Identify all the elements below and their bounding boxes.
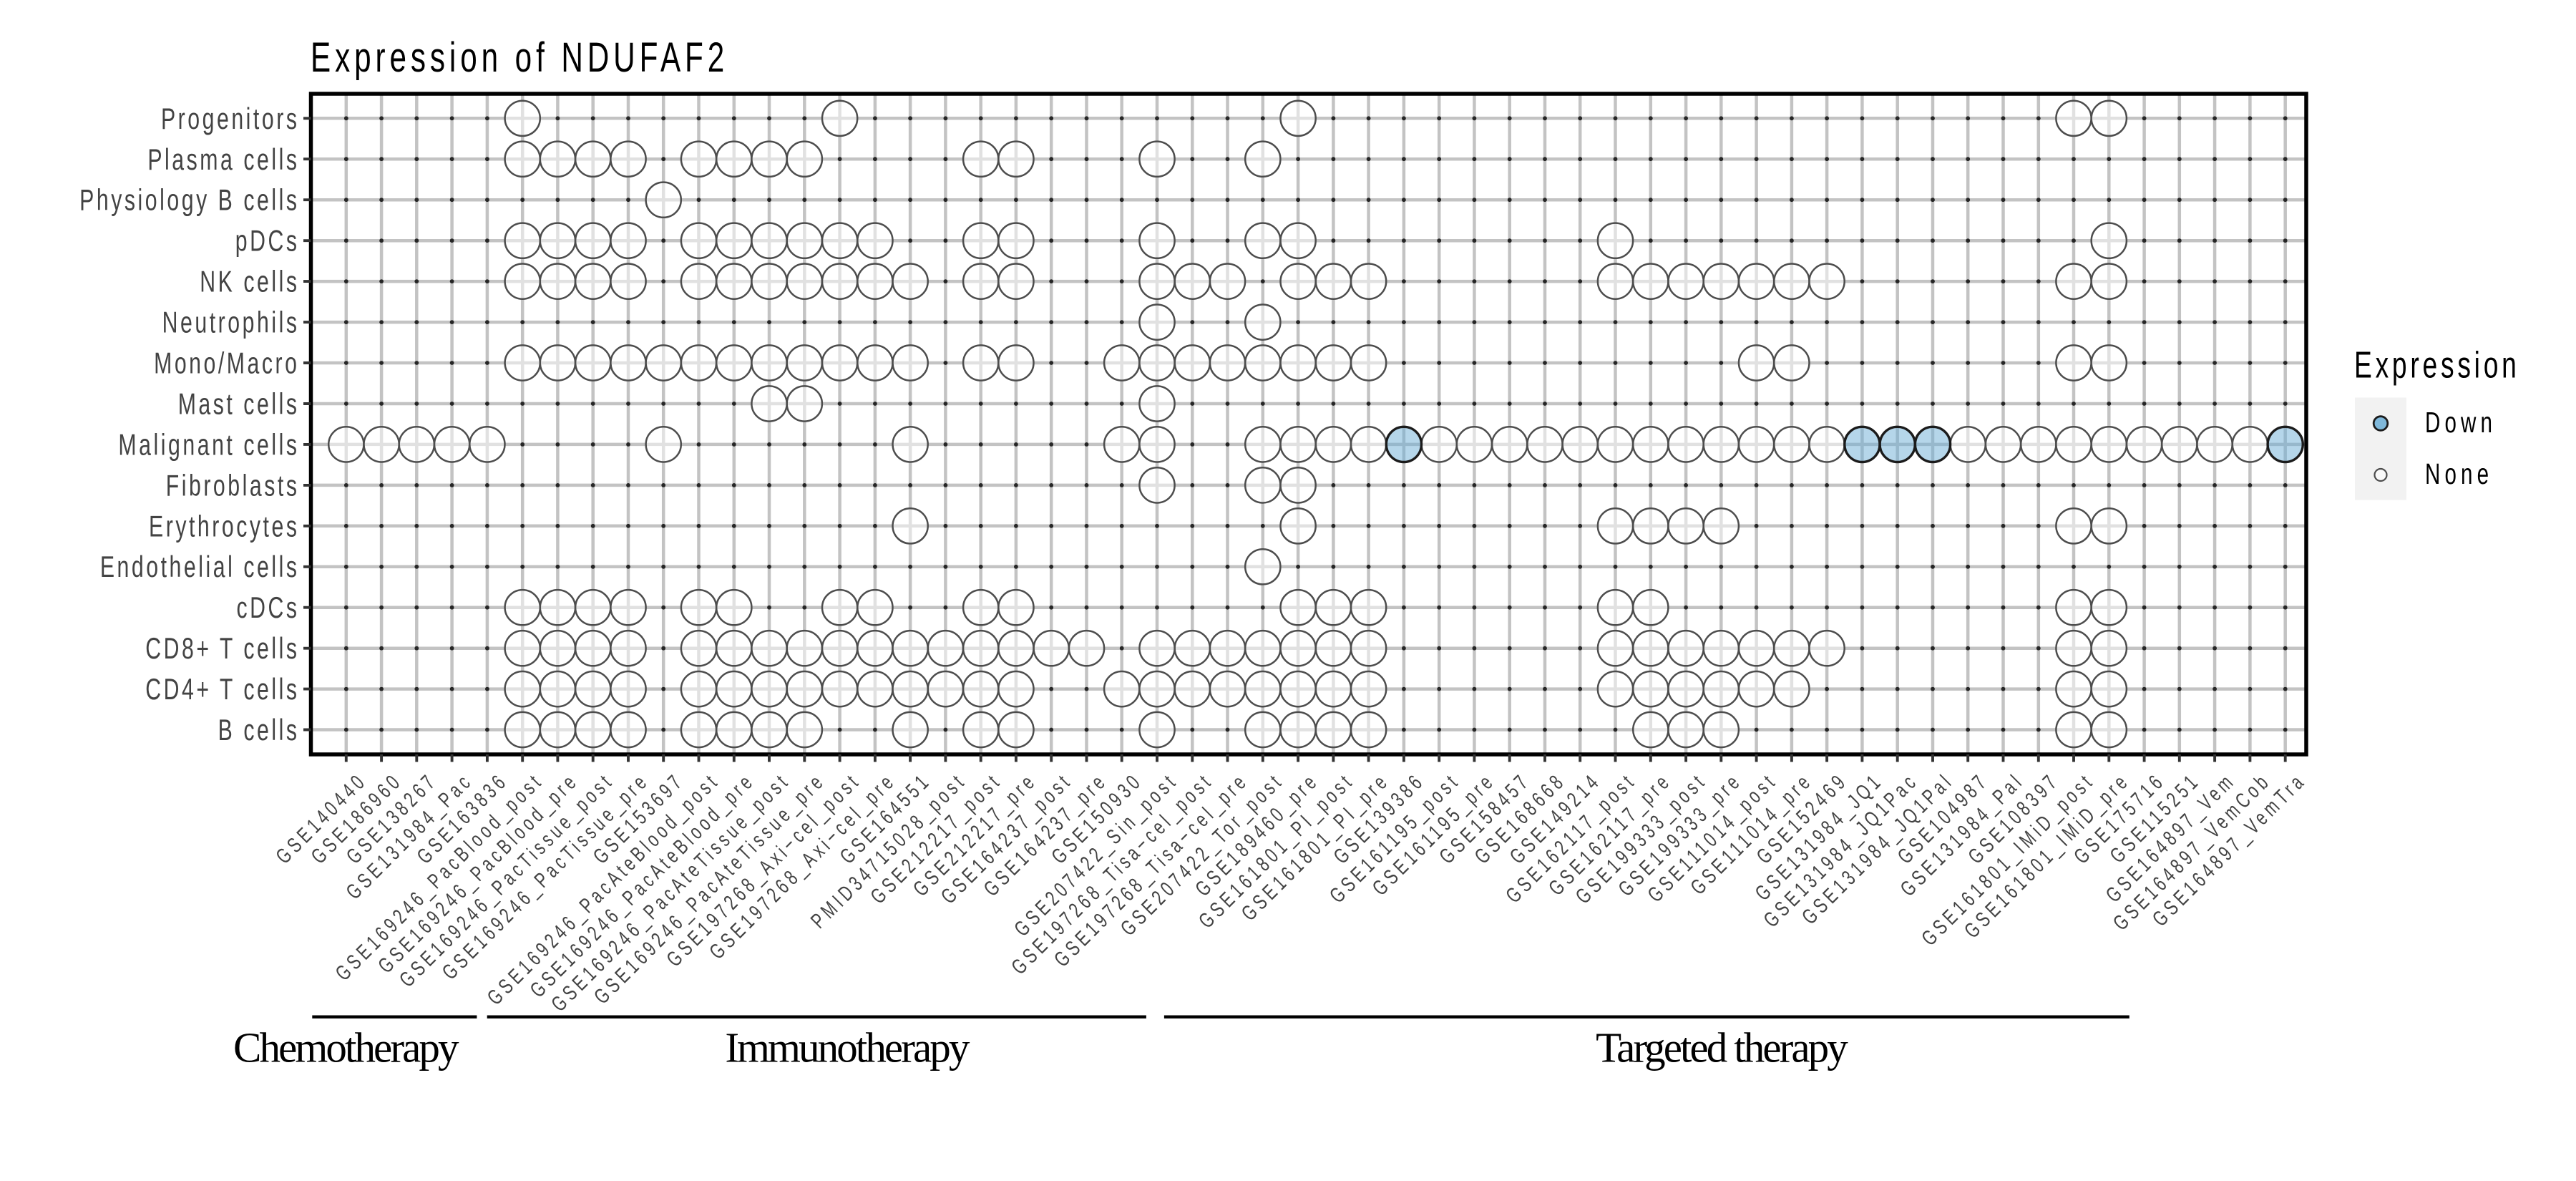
svg-text:Mono/Macro: Mono/Macro — [154, 346, 299, 380]
svg-text:CD4+ T cells: CD4+ T cells — [145, 672, 299, 706]
svg-text:CD8+ T cells: CD8+ T cells — [145, 631, 299, 665]
svg-text:Expression: Expression — [2354, 344, 2520, 387]
svg-text:Endothelial cells: Endothelial cells — [100, 550, 300, 583]
svg-text:pDCs: pDCs — [235, 224, 300, 258]
svg-text:Neutrophils: Neutrophils — [162, 306, 300, 339]
svg-text:Plasma cells: Plasma cells — [147, 142, 299, 176]
svg-text:Mast cells: Mast cells — [178, 387, 300, 421]
svg-text:Chemotherapy: Chemotherapy — [233, 1024, 459, 1071]
svg-text:Progenitors: Progenitors — [161, 102, 300, 135]
svg-text:Malignant cells: Malignant cells — [118, 428, 299, 462]
svg-text:Targeted therapy: Targeted therapy — [1596, 1024, 1848, 1071]
svg-text:Physiology B cells: Physiology B cells — [79, 183, 299, 217]
svg-text:cDCs: cDCs — [236, 590, 299, 624]
svg-text:Expression of NDUFAF2: Expression of NDUFAF2 — [311, 34, 728, 80]
svg-text:Erythrocytes: Erythrocytes — [149, 509, 299, 543]
svg-text:NK cells: NK cells — [200, 265, 299, 298]
svg-text:Fibroblasts: Fibroblasts — [166, 469, 300, 502]
svg-text:Immunotherapy: Immunotherapy — [725, 1024, 970, 1071]
svg-text:None: None — [2425, 457, 2493, 490]
svg-text:Down: Down — [2425, 406, 2497, 439]
svg-text:B cells: B cells — [218, 713, 300, 747]
